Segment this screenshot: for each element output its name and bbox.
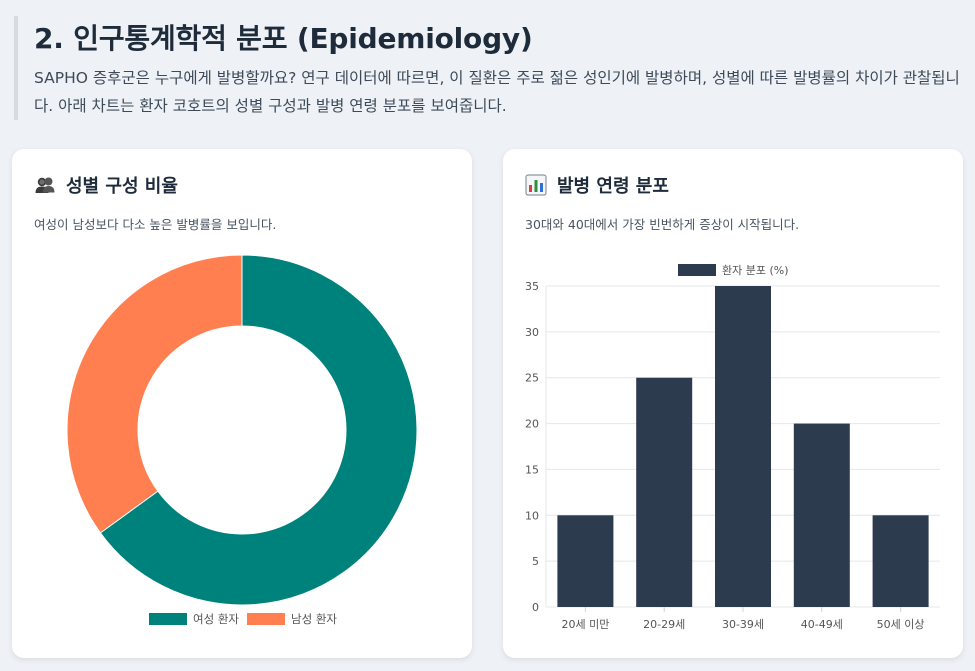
legend-swatch-female[interactable] [149, 613, 187, 625]
age-card-title-text: 발병 연령 분포 [557, 176, 669, 197]
y-tick-label: 30 [525, 326, 539, 339]
section-description: SAPHO 증후군은 누구에게 발병할까요? 연구 데이터에 따르면, 이 질환… [34, 69, 960, 115]
age-bar-chart: 0 5 10 15 20 25 30 35 20세 미만 20-29세 30-39세 40-49세 5… [525, 264, 940, 631]
age-card: 발병 연령 분포 30대와 40대에서 가장 빈번하게 증상이 시작됩니다. 0… [503, 149, 963, 658]
bar-1[interactable] [636, 377, 693, 607]
age-card-title: 발병 연령 분포 [525, 172, 669, 198]
y-tick-label: 0 [532, 601, 539, 614]
people-icon [34, 174, 56, 196]
section-title: 2. 인구통계학적 분포 (Epidemiology) [34, 22, 533, 55]
y-tick-label: 20 [525, 418, 539, 431]
legend-label-female[interactable]: 여성 환자 [193, 612, 239, 626]
y-tick-label: 15 [525, 463, 539, 476]
y-tick-label: 35 [525, 280, 539, 293]
x-tick-label: 20-29세 [643, 618, 685, 631]
bar-3[interactable] [793, 423, 850, 607]
legend-label-male[interactable]: 남성 환자 [291, 612, 337, 626]
legend-swatch-patients[interactable] [678, 264, 716, 276]
gender-card-description: 여성이 남성보다 다소 높은 발병률을 보입니다. [34, 217, 277, 232]
gender-card: 성별 구성 비율 여성이 남성보다 다소 높은 발병률을 보입니다. 여성 환자… [12, 149, 472, 658]
bar-2[interactable] [715, 286, 771, 607]
y-tick-label: 25 [525, 372, 539, 385]
x-tick-label: 50세 이상 [877, 618, 925, 631]
legend-label-patients[interactable]: 환자 분포 (%) [722, 264, 789, 277]
bar-0[interactable] [557, 515, 614, 607]
gender-card-title: 성별 구성 비율 [34, 172, 178, 198]
x-tick-label: 30-39세 [722, 618, 764, 631]
gender-card-title-text: 성별 구성 비율 [66, 176, 178, 197]
bar-4[interactable] [872, 515, 929, 607]
doughnut-slice-male[interactable] [66, 254, 243, 534]
legend-swatch-male[interactable] [247, 613, 285, 625]
x-tick-label: 40-49세 [801, 618, 843, 631]
age-card-description: 30대와 40대에서 가장 빈번하게 증상이 시작됩니다. [525, 217, 800, 232]
y-tick-label: 10 [525, 509, 539, 522]
doughnut-slice-female[interactable] [99, 254, 418, 606]
bar-chart-icon [525, 174, 547, 196]
section-header: 2. 인구통계학적 분포 (Epidemiology) SAPHO 증후군은 누… [14, 16, 964, 120]
x-tick-label: 20세 미만 [561, 618, 609, 631]
y-tick-label: 5 [532, 555, 539, 568]
gender-doughnut-chart: 여성 환자 남성 환자 [66, 254, 418, 626]
